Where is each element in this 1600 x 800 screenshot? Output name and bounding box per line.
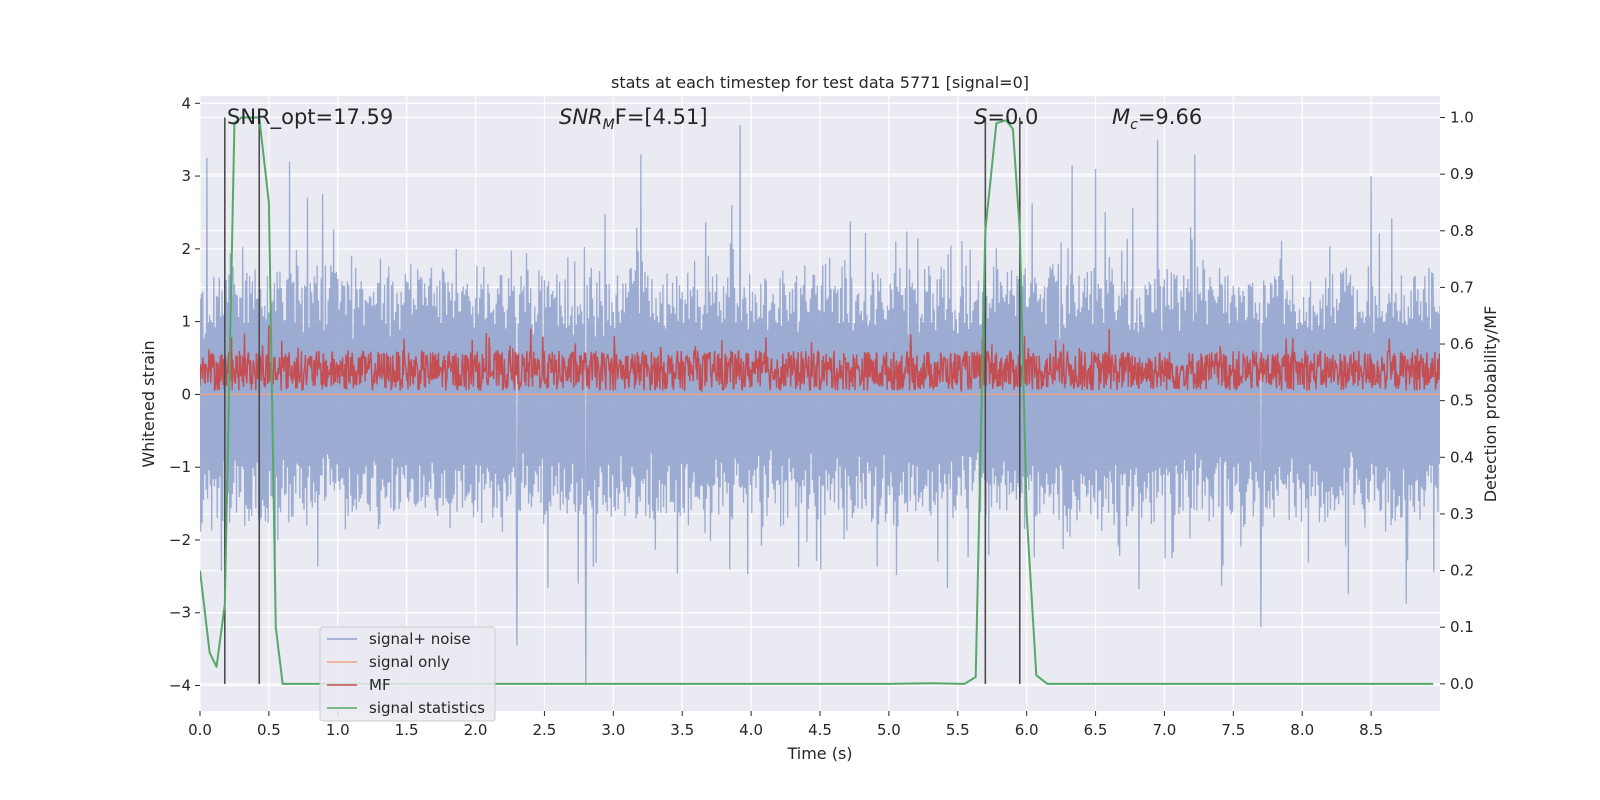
annotation-mc: Mc=9.66 [1112, 105, 1202, 133]
y-right-tick-label: 0.2 [1450, 562, 1474, 580]
mf-series [200, 325, 1440, 394]
y-right-axis-label: Detection probability/MF [1481, 306, 1500, 503]
x-tick-label: 1.5 [395, 721, 419, 739]
x-tick-label: 7.0 [1153, 721, 1177, 739]
x-tick-label: 5.5 [946, 721, 970, 739]
signal-statistics-series [200, 116, 1434, 685]
annotation-snr-mf-tail: F=[4.51] [615, 105, 708, 129]
x-tick-label: 8.0 [1290, 721, 1314, 739]
x-tick-label: 2.5 [533, 721, 557, 739]
y-left-tick-label: −2 [169, 531, 191, 549]
y-left-tick-label: −4 [169, 677, 191, 695]
x-tick-label: 7.5 [1221, 721, 1245, 739]
x-tick-label: 6.5 [1084, 721, 1108, 739]
legend-label-signal-noise: signal+ noise [369, 630, 471, 648]
annotation-mc-value: =9.66 [1138, 105, 1202, 129]
annotation-s-value: =0.0 [987, 105, 1038, 129]
signal-noise-line [200, 125, 1440, 686]
y-right-tick-label: 0.1 [1450, 618, 1474, 636]
legend-label-signal-only: signal only [369, 653, 450, 671]
y-left-axis-label: Whitened strain [139, 340, 158, 467]
x-tick-label: 3.0 [601, 721, 625, 739]
x-tick-label: 2.0 [464, 721, 488, 739]
y-right-tick-label: 0.4 [1450, 448, 1474, 466]
y-left-tick-label: 1 [181, 313, 191, 331]
y-right-tick-label: 0.3 [1450, 505, 1474, 523]
y-right-tick-label: 0.9 [1450, 165, 1474, 183]
signal-noise-series [200, 125, 1440, 686]
y-left-tick-label: −3 [169, 604, 191, 622]
y-left-tick-label: 3 [181, 167, 191, 185]
x-tick-label: 8.5 [1359, 721, 1383, 739]
y-left-tick-label: 2 [181, 240, 191, 258]
y-right-tick-label: 0.7 [1450, 278, 1474, 296]
annotation-mc-name: M [1112, 105, 1130, 129]
y-left-tick-labels: 4 3 2 1 0 −1 −2 −3 −4 [169, 94, 200, 695]
y-right-tick-label: 0.8 [1450, 222, 1474, 240]
y-right-tick-label: 0.5 [1450, 392, 1474, 410]
x-tick-label: 3.5 [670, 721, 694, 739]
legend-label-mf: MF [369, 676, 391, 694]
x-tick-label: 6.0 [1015, 721, 1039, 739]
legend: signal+ noise signal only MF signal stat… [319, 626, 496, 722]
legend-frame [319, 626, 496, 722]
annotation-mc-sub: c [1130, 117, 1138, 133]
x-tick-label: 4.5 [808, 721, 832, 739]
annotation-s: S=0.0 [974, 105, 1038, 129]
x-tick-label: 4.0 [739, 721, 763, 739]
signal-statistics-line [200, 116, 1434, 685]
y-right-tick-label: 0.0 [1450, 675, 1474, 693]
annotation-snr-mf-sub: M [603, 117, 615, 133]
annotation-snr-mf: SNRMF=[4.51] [559, 105, 708, 133]
y-left-tick-label: −1 [169, 458, 191, 476]
y-right-tick-labels: 1.0 0.9 0.8 0.7 0.6 0.5 0.4 0.3 0.2 0.1 0.0 [1440, 109, 1474, 693]
x-tick-label: 1.0 [326, 721, 350, 739]
x-tick-label: 0.5 [257, 721, 281, 739]
chart-title: stats at each timestep for test data 577… [611, 73, 1029, 92]
x-tick-label: 0.0 [188, 721, 212, 739]
x-tick-label: 5.0 [877, 721, 901, 739]
y-left-tick-label: 0 [181, 385, 191, 403]
legend-label-signal-statistics: signal statistics [369, 699, 485, 717]
annotation-snr-opt: SNR_opt=17.59 [227, 105, 393, 130]
annotation-snr-mf-name: SNR [559, 105, 603, 129]
y-right-tick-label: 1.0 [1450, 109, 1474, 127]
y-right-tick-label: 0.6 [1450, 335, 1474, 353]
x-axis-label: Time (s) [786, 744, 852, 763]
x-tick-labels: 0.0 0.5 1.0 1.5 2.0 2.5 3.0 3.5 4.0 4.5 5.0 5.5 6.0 6… [188, 711, 1383, 739]
mf-line [200, 325, 1440, 394]
annotation-s-name: S [974, 105, 987, 129]
y-left-tick-label: 4 [181, 94, 191, 112]
